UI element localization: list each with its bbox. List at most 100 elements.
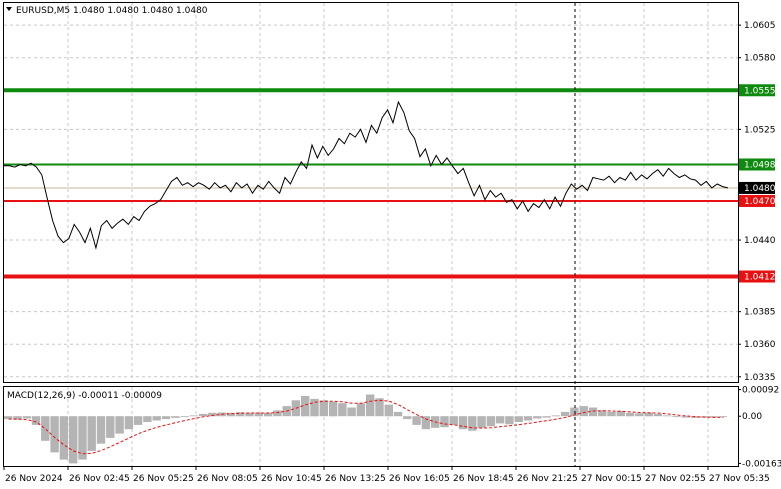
macd-histogram-bar xyxy=(143,416,152,422)
time-tick-label: 26 Nov 21:25 xyxy=(517,474,578,484)
macd-histogram-bar xyxy=(366,394,375,417)
macd-histogram-bar xyxy=(403,416,412,420)
macd-histogram-bar xyxy=(106,416,115,438)
macd-histogram-bar xyxy=(13,416,22,420)
price-level-label: 1.0470 xyxy=(744,197,776,207)
macd-histogram-bar xyxy=(263,412,273,417)
price-tick-label: 1.0440 xyxy=(744,236,776,246)
macd-histogram-bar xyxy=(338,403,347,417)
macd-histogram-bar xyxy=(41,416,50,441)
macd-histogram-bar xyxy=(50,416,59,453)
macd-histogram-bar xyxy=(579,406,588,417)
macd-histogram-bar xyxy=(607,411,616,417)
macd-histogram-bar xyxy=(198,413,208,417)
time-tick-label: 26 Nov 16:05 xyxy=(389,474,450,484)
price-tick-label: 1.0525 xyxy=(744,125,776,135)
macd-histogram-bar xyxy=(635,413,644,417)
macd-histogram-bar xyxy=(533,416,542,419)
macd-histogram-bar xyxy=(124,416,134,430)
price-level-label: 1.0555 xyxy=(744,86,776,96)
macd-histogram-bar xyxy=(560,411,570,417)
macd-histogram-bar xyxy=(319,400,328,417)
macd-tick-label: 0.00092 xyxy=(742,386,779,396)
chart-title: EURUSD,M5 1.0480 1.0480 1.0480 1.0480 xyxy=(16,6,208,16)
price-level-tag xyxy=(739,158,775,171)
macd-histogram-bar xyxy=(161,416,171,420)
macd-histogram-bar xyxy=(189,415,198,417)
macd-histogram-bar xyxy=(4,416,13,420)
macd-histogram-bar xyxy=(310,398,319,417)
time-tick-label: 26 Nov 08:05 xyxy=(197,474,258,484)
macd-histogram-bar xyxy=(393,411,403,417)
macd-histogram-bar xyxy=(152,416,161,421)
macd-histogram-bar xyxy=(588,407,598,417)
macd-histogram-bar xyxy=(718,416,728,418)
macd-histogram-bar xyxy=(347,407,356,417)
macd-histogram-bar xyxy=(523,416,533,421)
macd-histogram-bar xyxy=(254,412,263,417)
price-level-label: 1.0498 xyxy=(744,160,776,170)
macd-histogram-bar xyxy=(208,412,217,417)
price-axis: 1.0605 1.0580 1.0525 1.0440 1.0385 1.0360 1.03… xyxy=(738,21,776,383)
macd-histogram-bar xyxy=(301,396,310,417)
macd-title: MACD(12,26,9) -0.00011 -0.00009 xyxy=(7,391,162,401)
macd-histogram-bar xyxy=(542,416,551,418)
macd-histogram-bar xyxy=(171,416,180,418)
macd-histogram-bar xyxy=(421,416,431,430)
price-panel-frame xyxy=(3,2,739,383)
macd-histogram-bar xyxy=(486,416,496,427)
macd-histogram-bar xyxy=(468,416,477,431)
macd-histogram-bar xyxy=(514,416,523,422)
price-tick-label: 1.0385 xyxy=(744,308,776,318)
price-level-tag xyxy=(739,84,775,97)
time-axis: 26 Nov 2024 26 Nov 02:45 26 Nov 05:25 26 No… xyxy=(3,466,770,484)
time-tick-label: 26 Nov 18:45 xyxy=(453,474,514,484)
macd-tick-label: -0.00163 xyxy=(742,459,781,469)
macd-signal-line xyxy=(8,399,724,455)
chevron-down-icon[interactable] xyxy=(6,7,12,11)
macd-series xyxy=(4,394,728,464)
macd-histogram-bar xyxy=(616,411,625,417)
macd-histogram-bar xyxy=(598,410,607,417)
time-tick-label: 26 Nov 2024 xyxy=(5,474,63,484)
macd-histogram-bar xyxy=(384,404,393,417)
macd-histogram-bar xyxy=(328,401,338,417)
macd-histogram-bar xyxy=(625,412,635,417)
price-level-label: 1.0412 xyxy=(744,273,776,283)
macd-histogram-bar xyxy=(681,416,690,418)
macd-histogram-bar xyxy=(31,416,41,425)
macd-histogram-bar xyxy=(180,416,189,418)
current-price-label: 1.0480 xyxy=(744,184,776,194)
price-tick-label: 1.0335 xyxy=(744,373,776,383)
time-tick-label: 26 Nov 10:45 xyxy=(261,474,322,484)
macd-tick-label: 0.00 xyxy=(742,412,762,422)
price-tick-label: 1.0580 xyxy=(744,54,776,64)
horizontal-levels xyxy=(4,88,738,279)
macd-histogram-bar xyxy=(226,412,236,417)
macd-histogram-bar xyxy=(236,412,245,417)
macd-histogram-bar xyxy=(477,416,486,428)
current-price-tag xyxy=(739,181,775,194)
time-tick-label: 26 Nov 13:25 xyxy=(325,474,386,484)
macd-histogram-bar xyxy=(672,416,681,418)
macd-histogram-bar xyxy=(412,416,421,425)
macd-histogram-bar xyxy=(87,416,96,451)
price-tick-label: 1.0360 xyxy=(744,340,776,350)
macd-histogram-bar xyxy=(663,415,672,417)
gridlines xyxy=(4,3,738,466)
macd-histogram-bar xyxy=(59,416,69,460)
macd-histogram-bar xyxy=(96,416,106,444)
macd-histogram-bar xyxy=(356,403,366,417)
price-tick-label: 1.0605 xyxy=(744,21,776,31)
macd-histogram-bar xyxy=(505,416,514,425)
time-tick-label: 27 Nov 02:55 xyxy=(645,474,706,484)
macd-histogram-bar xyxy=(115,416,124,434)
macd-histogram-bar xyxy=(133,416,143,425)
macd-histogram-bar xyxy=(709,416,718,418)
price-series xyxy=(4,100,729,250)
price-level-tag xyxy=(739,270,775,283)
macd-histogram-bar xyxy=(273,410,282,417)
time-tick-label: 26 Nov 05:25 xyxy=(133,474,194,484)
macd-histogram-bar xyxy=(458,416,468,430)
